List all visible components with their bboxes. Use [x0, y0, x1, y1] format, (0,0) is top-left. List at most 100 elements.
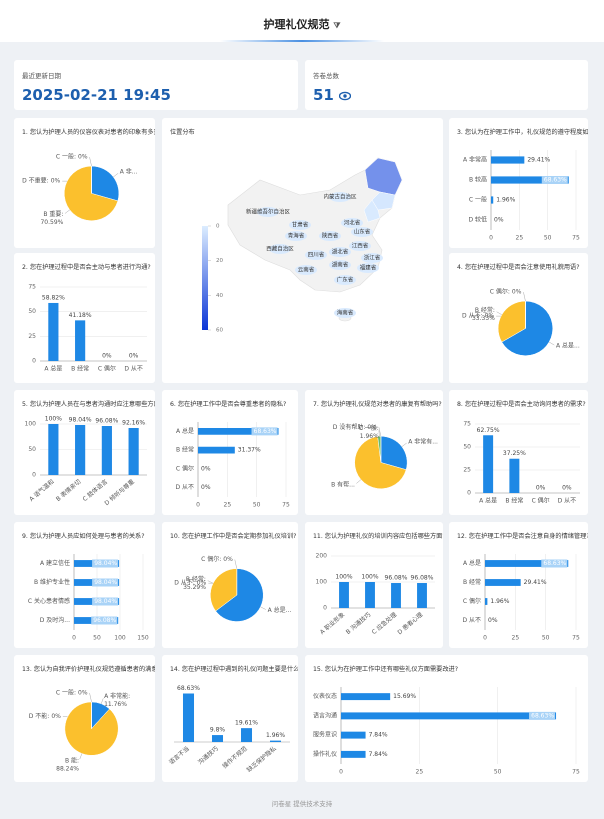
value-label: 9.8% — [210, 727, 226, 734]
slice-label: D 不能: — [29, 712, 50, 720]
slice-value: 0% — [51, 178, 61, 185]
x-tick-label: 0 — [483, 635, 487, 642]
y-tick-label: C 关心患者情感 — [28, 597, 70, 605]
chart-title: 位置分布 — [170, 128, 195, 136]
x-tick-label: B 经常 — [505, 497, 523, 505]
value-label: 0% — [201, 465, 211, 472]
bar — [101, 425, 112, 475]
value-label: 0% — [536, 485, 546, 492]
value-label: 100% — [45, 416, 62, 423]
chart: 10. 您在护理工作中是否会定期参加礼仪培训? A 总是... B 经常:35.29… — [170, 532, 296, 622]
x-tick-label: 25 — [224, 502, 232, 509]
value-label: 100% — [361, 574, 378, 581]
region-label: 河北省 — [344, 219, 361, 227]
leader-line — [401, 442, 407, 447]
value-label: 68.63% — [544, 177, 567, 184]
chart-title: 7. 您认为护理礼仪规范对患者的康复有帮助吗? — [313, 400, 442, 408]
visual-map — [202, 226, 208, 330]
title-text: 护理礼仪规范 — [263, 18, 330, 31]
leader-line — [79, 753, 83, 760]
region-label: 内蒙古自治区 — [323, 193, 357, 201]
label-bg — [91, 616, 118, 625]
label-bg — [92, 597, 119, 606]
panel: 8. 您在护理过程中是否会主动询问患者的需求? 0 25 50 75 62.75% A 总是… — [449, 390, 588, 515]
x-tick-label: 50 — [544, 235, 552, 242]
chart: 7. 您认为护理礼仪规范对患者的康复有帮助吗? A 非常有... B 有帮... C … — [313, 400, 442, 489]
value-label: 31.37% — [238, 447, 261, 454]
visual-map-label: 40 — [216, 293, 223, 299]
value-label: 98.04% — [69, 416, 92, 423]
slice-label: A 非... — [120, 168, 138, 176]
bar — [483, 435, 494, 493]
y-tick-label: D 较低 — [468, 216, 487, 224]
pie-slice — [501, 300, 553, 356]
value-label: 7.84% — [369, 751, 388, 758]
leader-line — [523, 292, 526, 302]
y-tick-label: D 及时沟... — [40, 616, 70, 624]
region-label: 甘肃省 — [292, 221, 309, 229]
visual-map-label: 60 — [216, 328, 223, 334]
slice-value: 35.29% — [183, 584, 206, 591]
header: 护理礼仪规范 ⧩ — [0, 0, 604, 42]
chart-title: 2. 您在护理过程中是否会主动与患者进行沟通? — [22, 263, 151, 271]
y-tick-label: C 偶尔 — [463, 597, 481, 605]
bar — [75, 424, 86, 475]
x-tick-label: 50 — [542, 635, 550, 642]
y-tick-label: D 从不 — [175, 484, 194, 491]
chart: 6. 您在护理工作中是否会尊重患者的隐私? 0 25 50 75 A 总是 68.63% B … — [170, 400, 290, 509]
region-label: 湖北省 — [332, 248, 349, 256]
x-tick-label: D 倾听与尊重 — [103, 478, 136, 508]
pie-slice — [215, 568, 264, 622]
leader-line — [89, 157, 92, 167]
x-tick-label: 50 — [253, 502, 261, 509]
panel: 13. 您认为自我评价护理礼仪规范遵循患者的满意度? A 非常能: 11.76% B … — [14, 655, 155, 782]
slice-value: 0% — [78, 689, 88, 696]
region — [289, 220, 311, 230]
bar — [485, 598, 488, 605]
region-label: 云南省 — [298, 266, 315, 274]
y-tick-label: C 偶尔 — [176, 464, 194, 472]
eye-icon[interactable] — [338, 91, 352, 101]
bar — [240, 728, 253, 742]
bar — [341, 731, 366, 739]
y-tick-label: 200 — [316, 553, 328, 560]
region-label: 青海省 — [288, 232, 305, 240]
filter-icon[interactable]: ⧩ — [333, 21, 341, 30]
region — [329, 192, 351, 202]
value-label: 68.63% — [254, 428, 277, 435]
x-tick-label: C 偶尔 — [532, 497, 550, 505]
panel: 7. 您认为护理礼仪规范对患者的康复有帮助吗? A 非常有... B 有帮... C … — [305, 390, 443, 515]
y-tick-label: 0 — [32, 358, 36, 365]
slice-value: 0% — [512, 289, 522, 296]
chart: 3. 您认为在护理工作中，礼仪规范的遵守程度如何? 0 25 50 75 A 非常高 29.… — [457, 128, 588, 242]
y-tick-label: 50 — [463, 444, 471, 451]
y-tick-label: 50 — [28, 308, 36, 315]
bar — [198, 428, 279, 435]
region — [349, 241, 371, 251]
slice-label: B 经常: — [475, 306, 495, 314]
chart: 5. 您认为护理人员在与患者沟通时应注意哪些方面? 0 50 100 100% A 语气温… — [22, 400, 155, 508]
bar — [48, 302, 59, 361]
x-tick-label: B 沟通技巧 — [344, 611, 372, 636]
bar — [509, 458, 520, 493]
value-label: 0% — [102, 353, 112, 360]
x-tick-label: A 语气温和 — [27, 478, 55, 503]
label-bg — [541, 559, 568, 568]
y-tick-label: 75 — [28, 284, 36, 291]
value-label: 0% — [494, 217, 504, 224]
slice-label: C 一般: — [56, 153, 76, 161]
region-label: 浙江省 — [364, 254, 381, 262]
x-tick-label: 50 — [494, 769, 502, 776]
value-label: 15.69% — [393, 693, 416, 700]
value-label: 98.04% — [94, 598, 117, 605]
chart: 9. 您认为护理人员应如何处理与患者的关系? 0 50 100 150 A 建立信任 98.… — [22, 532, 149, 642]
slice-value: 1.96% — [360, 433, 379, 440]
y-tick-label: 操作礼仪 — [313, 750, 337, 758]
chart: 15. 您认为在护理工作中还有哪些礼仪方面需要改进? 0 25 50 75 仪表仪态 15.… — [313, 665, 580, 776]
slice-label: B 能: — [65, 756, 79, 764]
chart-title: 9. 您认为护理人员应如何处理与患者的关系? — [22, 532, 145, 540]
bar — [491, 156, 525, 164]
panel: 14. 您在护理过程中遇到的礼仪问题主要是什么? 68.63% 语言不当 9.8% 沟通… — [162, 655, 298, 782]
x-tick-label: 75 — [282, 502, 290, 509]
